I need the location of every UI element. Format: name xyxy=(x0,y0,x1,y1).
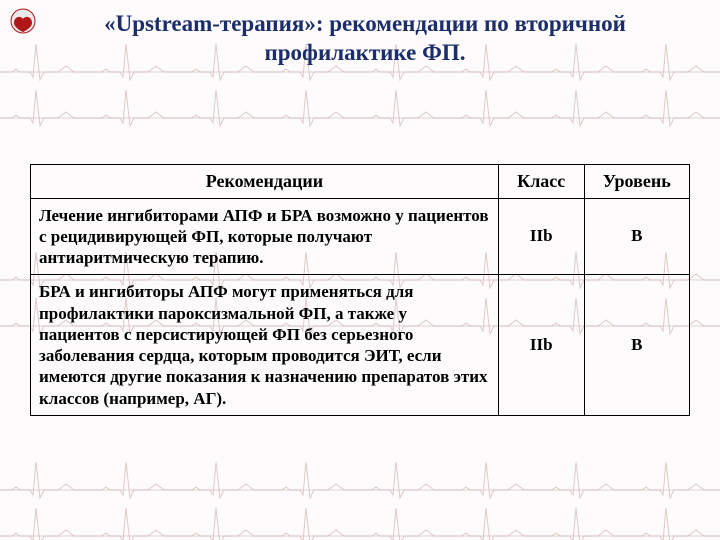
cell-class-0: IIb xyxy=(498,198,584,275)
logo xyxy=(10,8,36,34)
table-header-row: Рекомендации Класс Уровень xyxy=(31,164,690,198)
cell-class-1: IIb xyxy=(498,275,584,416)
header-class: Класс xyxy=(498,164,584,198)
recommendations-table-wrap: Рекомендации Класс Уровень Лечение ингиб… xyxy=(30,164,690,416)
header-rec: Рекомендации xyxy=(31,164,499,198)
header-level: Уровень xyxy=(584,164,689,198)
recommendations-table: Рекомендации Класс Уровень Лечение ингиб… xyxy=(30,164,690,416)
cell-level-0: B xyxy=(584,198,689,275)
table-row: БРА и ингибиторы АПФ могут применяться д… xyxy=(31,275,690,416)
cell-level-1: B xyxy=(584,275,689,416)
table-row: Лечение ингибиторами АПФ и БРА возможно … xyxy=(31,198,690,275)
cell-rec-0: Лечение ингибиторами АПФ и БРА возможно … xyxy=(31,198,499,275)
cell-rec-1: БРА и ингибиторы АПФ могут применяться д… xyxy=(31,275,499,416)
slide-title: «Upstream-терапия»: рекомендации по втор… xyxy=(60,10,670,68)
